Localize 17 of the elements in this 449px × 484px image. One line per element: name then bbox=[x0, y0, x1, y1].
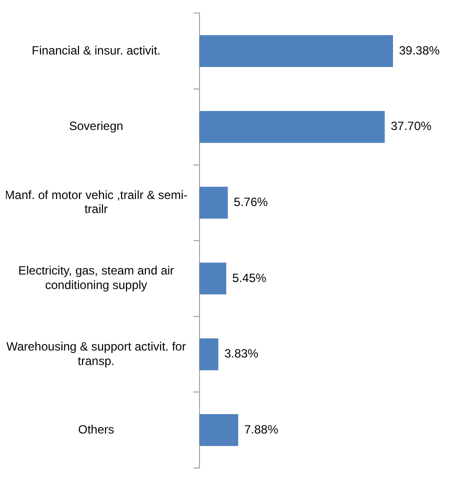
bar bbox=[200, 110, 385, 143]
data-label: 5.76% bbox=[234, 195, 268, 210]
bar bbox=[200, 186, 228, 219]
y-tick-label: Electricity, gas, steam and air conditioning supply bbox=[18, 264, 174, 292]
data-label: 37.70% bbox=[390, 119, 432, 134]
y-tick-label: Warehousing & support activit. for transp. bbox=[6, 339, 186, 368]
y-tick-label: Financial & insur. activit. bbox=[32, 43, 161, 58]
bar bbox=[200, 414, 238, 446]
y-tick-label: Soveriegn bbox=[69, 119, 124, 134]
bar bbox=[200, 35, 393, 68]
data-label: 5.45% bbox=[232, 270, 267, 285]
bar bbox=[200, 338, 218, 370]
bar bbox=[200, 262, 226, 294]
data-label: 3.83% bbox=[224, 346, 259, 361]
data-label: 7.88% bbox=[244, 422, 279, 436]
data-label: 39.38% bbox=[399, 43, 440, 58]
y-tick-label: Others bbox=[78, 422, 114, 436]
